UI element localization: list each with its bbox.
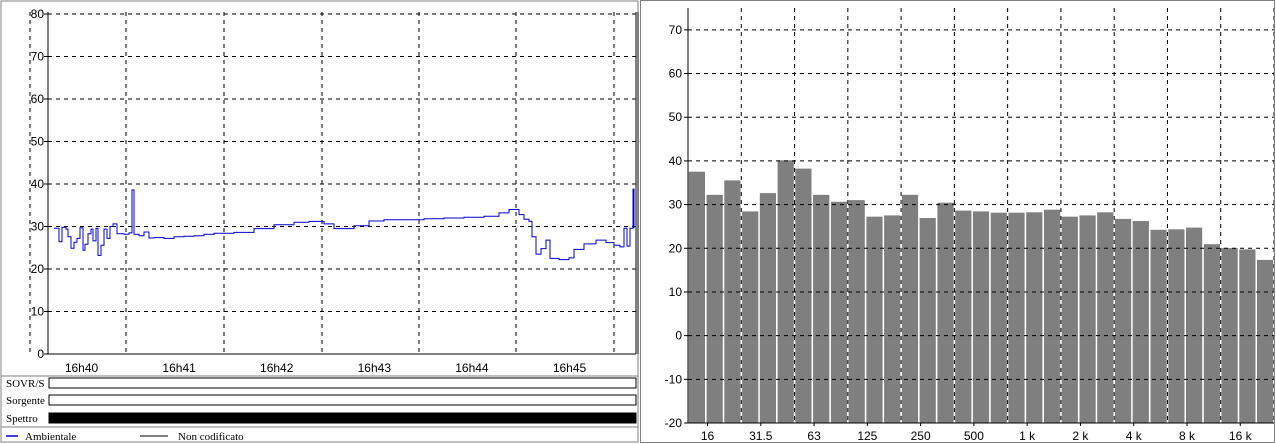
bar bbox=[1203, 243, 1221, 424]
bar bbox=[812, 194, 830, 424]
x-tick-label: 125 bbox=[857, 429, 877, 443]
bar bbox=[1256, 259, 1274, 424]
y-tick-label: 30 bbox=[669, 198, 683, 212]
legend-label-non-codificato: Non codificato bbox=[178, 431, 244, 443]
y-tick-label: 20 bbox=[31, 262, 45, 276]
bar bbox=[723, 179, 742, 424]
legend: Ambientale Non codificato bbox=[6, 431, 244, 443]
x-tick-label: 16 k bbox=[1229, 429, 1253, 443]
y-tick-label: 60 bbox=[669, 67, 683, 81]
bar bbox=[883, 214, 901, 424]
track-label: Sorgente bbox=[6, 395, 45, 407]
x-tick-label: 16h41 bbox=[162, 361, 196, 375]
bar bbox=[741, 210, 759, 424]
y-tick-label: -20 bbox=[665, 416, 683, 430]
bar bbox=[972, 210, 990, 424]
y-tick-label: 30 bbox=[31, 220, 45, 234]
bar bbox=[794, 168, 813, 424]
bar bbox=[688, 171, 706, 424]
x-tick-label: 31.5 bbox=[749, 429, 773, 443]
y-axis-ticks: -20 -10 0 10 20 30 40 50 60 70 bbox=[665, 23, 688, 430]
bar bbox=[901, 194, 919, 424]
plot-area bbox=[48, 12, 636, 354]
x-tick-label: 16h40 bbox=[65, 361, 99, 375]
bar bbox=[990, 212, 1008, 424]
track-bar bbox=[48, 377, 637, 389]
bar bbox=[848, 199, 866, 424]
track-label: SOVR/S bbox=[6, 378, 45, 390]
y-tick-label: 70 bbox=[669, 23, 683, 37]
y-tick-label: -10 bbox=[665, 372, 683, 386]
x-tick-label: 16h44 bbox=[455, 361, 489, 375]
bar bbox=[865, 216, 884, 424]
x-axis-ticks: 16 31.5 63 125 250 500 1 k 2 k 4 k 8 k 16 k bbox=[701, 423, 1253, 443]
track-label: Spettro bbox=[6, 413, 38, 425]
track-bar bbox=[48, 394, 637, 406]
y-tick-label: 70 bbox=[31, 50, 45, 64]
x-tick-label: 500 bbox=[964, 429, 984, 443]
bar bbox=[1149, 229, 1168, 424]
bar bbox=[1114, 218, 1132, 424]
y-tick-label: 0 bbox=[37, 347, 44, 361]
y-tick-label: 10 bbox=[31, 305, 45, 319]
x-tick-label: 2 k bbox=[1072, 429, 1089, 443]
bar bbox=[830, 201, 848, 424]
track-bar bbox=[48, 412, 637, 424]
y-tick-label: 40 bbox=[31, 177, 45, 191]
x-tick-label: 250 bbox=[911, 429, 931, 443]
bar bbox=[954, 210, 972, 424]
bar bbox=[1061, 216, 1079, 424]
event-tracks: SOVR/S Sorgente Spettro bbox=[1, 375, 638, 428]
x-tick-label: 4 k bbox=[1126, 429, 1143, 443]
time-grid bbox=[29, 12, 636, 355]
y-tick-label: 10 bbox=[669, 285, 683, 299]
bar bbox=[1132, 220, 1150, 424]
y-tick-label: 50 bbox=[31, 135, 45, 149]
y-tick-label: 60 bbox=[31, 92, 45, 106]
bar bbox=[1167, 228, 1186, 424]
x-tick-label: 1 k bbox=[1019, 429, 1036, 443]
bar bbox=[1096, 211, 1114, 424]
bar bbox=[706, 194, 724, 424]
bar bbox=[1043, 209, 1061, 424]
y-tick-label: 80 bbox=[31, 7, 45, 21]
x-tick-label: 16h42 bbox=[260, 361, 294, 375]
y-tick-label: 0 bbox=[675, 329, 682, 343]
x-tick-label: 8 k bbox=[1179, 429, 1196, 443]
x-tick-label: 16h45 bbox=[553, 361, 587, 375]
bar bbox=[1007, 212, 1026, 424]
y-tick-label: 20 bbox=[669, 241, 683, 255]
bar bbox=[1078, 214, 1097, 424]
bar bbox=[759, 192, 777, 424]
y-tick-label: 40 bbox=[669, 154, 683, 168]
bar bbox=[1025, 211, 1043, 424]
bar bbox=[1185, 227, 1203, 424]
y-axis-ticks: 0 10 20 30 40 50 60 70 80 bbox=[31, 7, 48, 361]
legend-label-ambientale: Ambientale bbox=[25, 431, 76, 443]
x-tick-label: 16 bbox=[701, 429, 715, 443]
bar bbox=[936, 202, 955, 424]
series-line-ambientale bbox=[54, 188, 635, 261]
x-tick-label: 16h43 bbox=[358, 361, 392, 375]
x-tick-label: 63 bbox=[807, 429, 821, 443]
y-tick-label: 50 bbox=[669, 110, 683, 124]
x-axis-ticks: 16h40 16h41 16h42 16h43 16h44 16h45 bbox=[65, 361, 587, 375]
